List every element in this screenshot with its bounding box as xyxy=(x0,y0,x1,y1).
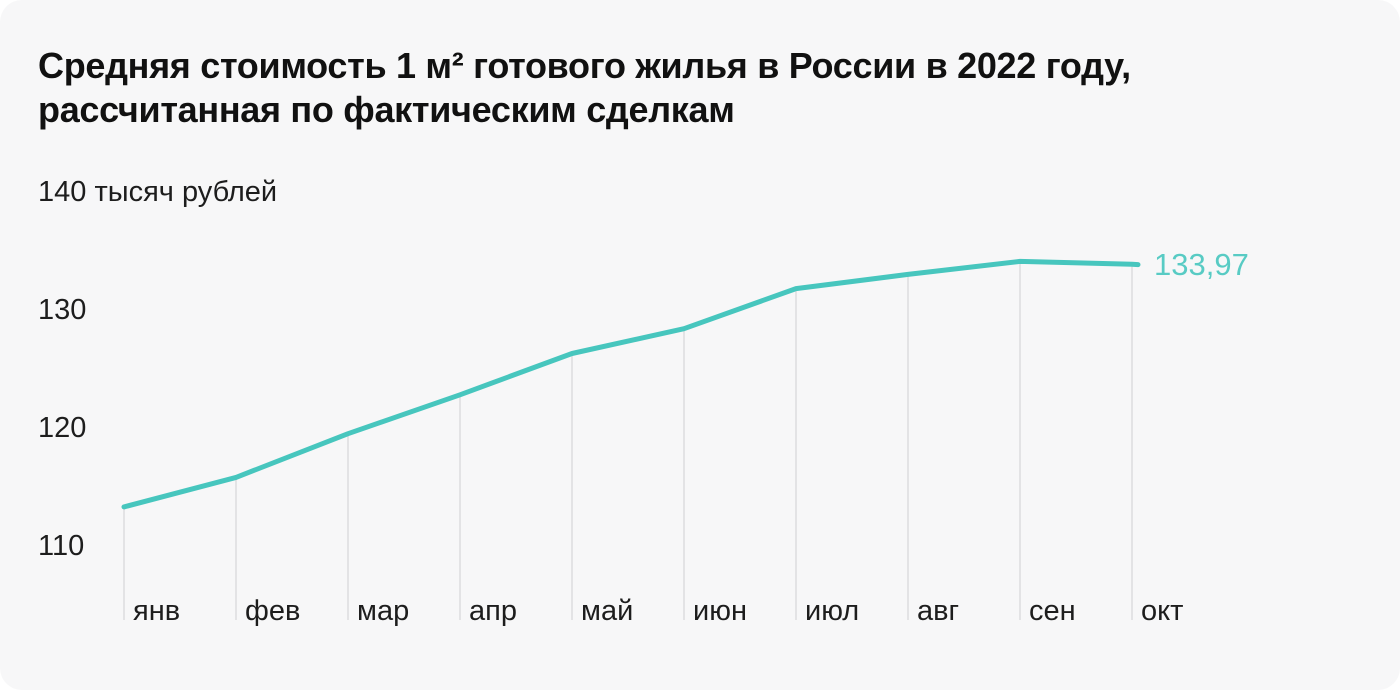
x-tick-label: июл xyxy=(805,595,860,627)
y-tick-label: 110 xyxy=(38,530,85,562)
x-tick-label: сен xyxy=(1029,595,1076,627)
x-tick-label: мар xyxy=(357,595,410,627)
x-tick-label: окт xyxy=(1141,595,1184,627)
last-value-label: 133,97 xyxy=(1154,247,1249,283)
y-tick-label: 130 xyxy=(38,294,87,326)
y-tick-label: 120 xyxy=(38,412,87,444)
chart-title: Средняя стоимость 1 м² готового жилья в … xyxy=(38,45,1131,130)
price-line xyxy=(121,258,1141,510)
x-tick-label: фев xyxy=(245,595,301,627)
y-axis-unit-label: 140 тысяч рублей xyxy=(38,176,278,208)
x-tick-label: апр xyxy=(469,595,517,627)
x-tick-label: июн xyxy=(693,595,747,627)
x-tick-label: авг xyxy=(917,595,960,627)
x-tick-label: янв xyxy=(133,595,181,627)
x-tick-label: май xyxy=(581,595,634,627)
